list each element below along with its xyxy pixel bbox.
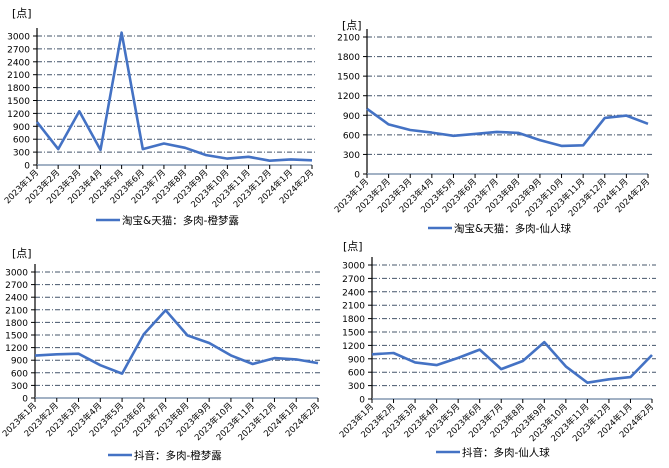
series-line	[34, 308, 319, 375]
y-tick-label: 900	[348, 355, 365, 365]
series-line	[371, 340, 653, 385]
y-tick-label: 900	[11, 357, 28, 367]
y-tick-label: 600	[13, 136, 30, 146]
y-tick-label: 1500	[7, 97, 30, 107]
chart-douyin-xianrenqiu: [点] 0 300 600 900 1200 1500 1800 2100 2400 2700 300…	[337, 240, 656, 459]
y-tick-label: 900	[343, 112, 360, 122]
y-tick-label: 3000	[342, 262, 365, 272]
y-tick-label: 0	[354, 171, 360, 181]
legend-label: 抖音：多肉-仙人球	[462, 446, 550, 459]
y-tick-label: 1800	[337, 53, 360, 63]
legend-label: 淘宝&天猫：多肉-橙梦露	[122, 214, 239, 227]
y-tick-label: 2400	[5, 294, 28, 304]
y-tick-label: 2700	[5, 281, 28, 291]
unit-label: [点]	[12, 7, 32, 20]
y-tick-label: 2700	[7, 45, 30, 55]
y-tick-label: 600	[348, 369, 365, 379]
chart-douyin-chengmenglu: [点] 0 300 600 900 1200 1500 1800 2100 2400 2700 300…	[0, 247, 322, 462]
y-tick-label: 1200	[5, 344, 28, 354]
y-tick-label: 2100	[342, 302, 365, 312]
chart-taobao-chengmenglu: [点] 0 300 600 900 1200 1500 1800 2100 2400 2700 300…	[2, 7, 316, 227]
y-tick-label: 2100	[5, 306, 28, 316]
y-tick-label: 300	[13, 149, 30, 159]
y-tick-label: 600	[343, 131, 360, 141]
y-tick-label: 300	[343, 151, 360, 161]
series-line	[366, 107, 649, 148]
legend-label: 淘宝&天猫：多肉-仙人球	[454, 222, 571, 235]
y-tick-label: 1200	[342, 342, 365, 352]
y-tick-label: 0	[24, 162, 30, 172]
y-tick-label: 2400	[7, 58, 30, 68]
y-tick-label: 1500	[5, 332, 28, 342]
y-tick-label: 1500	[342, 329, 365, 339]
y-tick-label: 1800	[5, 319, 28, 329]
y-tick-label: 1800	[7, 84, 30, 94]
unit-label: [点]	[342, 19, 362, 32]
unit-label: [点]	[12, 247, 32, 260]
y-tick-label: 1800	[342, 315, 365, 325]
y-tick-label: 0	[22, 395, 28, 405]
unit-label: [点]	[343, 240, 363, 253]
y-tick-label: 2700	[342, 275, 365, 285]
y-tick-label: 900	[13, 123, 30, 133]
y-tick-label: 300	[11, 382, 28, 392]
y-tick-label: 1500	[337, 73, 360, 83]
y-tick-label: 1200	[7, 110, 30, 120]
y-tick-label: 300	[348, 382, 365, 392]
y-tick-label: 1200	[337, 92, 360, 102]
y-tick-label: 600	[11, 369, 28, 379]
y-tick-label: 3000	[7, 33, 30, 43]
y-tick-label: 0	[359, 396, 365, 406]
series-line	[35, 31, 313, 162]
y-tick-label: 2100	[337, 34, 360, 44]
y-tick-label: 2100	[7, 71, 30, 81]
legend-label: 抖音：多肉-橙梦露	[134, 449, 222, 462]
chart-taobao-xianrenqiu: [点]030060090012001500180021002023年1月2023…	[332, 19, 652, 235]
y-tick-label: 2400	[342, 288, 365, 298]
y-tick-label: 3000	[5, 269, 28, 279]
